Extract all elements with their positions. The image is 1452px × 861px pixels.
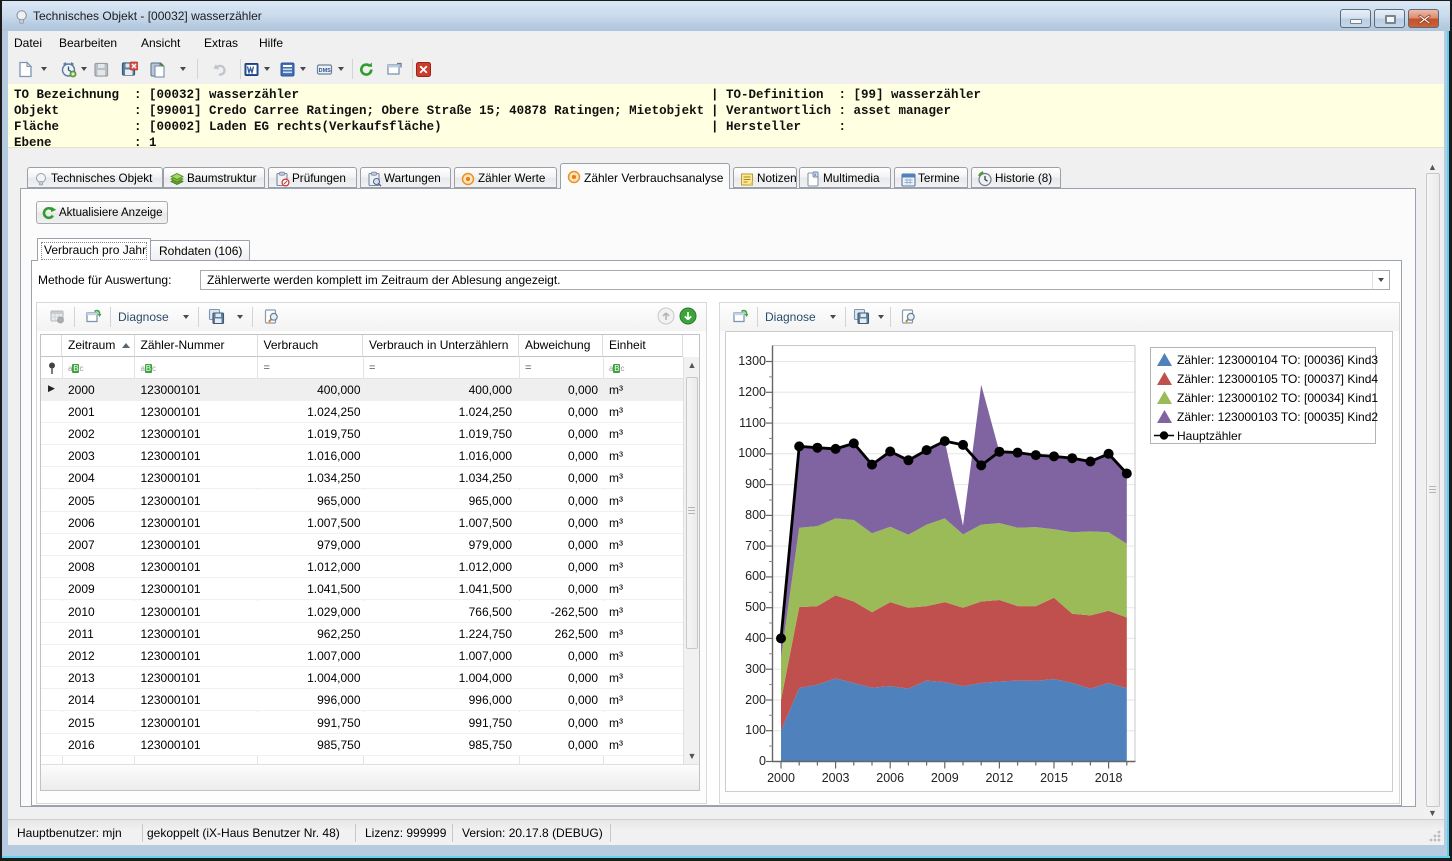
svg-text:6: 6 bbox=[814, 173, 816, 177]
svg-text:DMS: DMS bbox=[319, 68, 332, 74]
